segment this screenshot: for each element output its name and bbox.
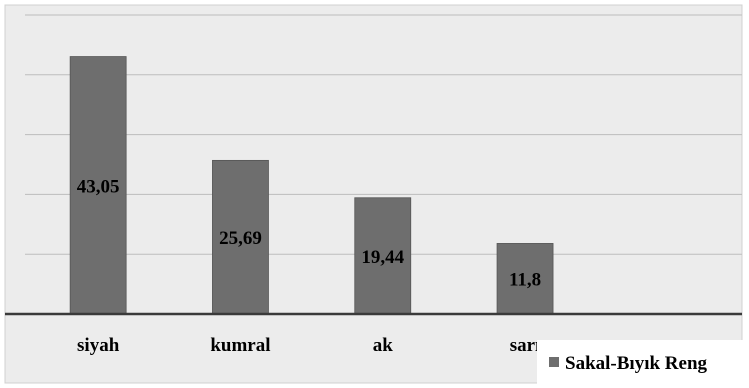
legend-marker-icon [549,357,559,367]
legend: Sakal-Bıyık Reng [537,340,749,386]
category-label-sarı: sarı [510,335,541,356]
legend-box [537,340,749,386]
data-label-kumral: 25,69 [219,228,262,249]
legend-label: Sakal-Bıyık Reng [565,353,708,374]
data-label-sarı: 11,8 [509,270,541,291]
category-label-kumral: kumral [210,335,270,356]
bar-kumral [212,159,269,315]
bar-sarı [496,243,554,315]
category-label-siyah: siyah [77,335,120,356]
bar-siyah [69,56,127,315]
data-label-siyah: 43,05 [77,176,120,197]
bar-ak [354,197,412,315]
gridlines [25,14,742,255]
bars [69,56,554,315]
category-label-ak: ak [373,335,394,356]
data-label-ak: 19,44 [361,247,404,268]
value-labels: 43,05 25,69 19,44 11,8 [77,176,541,290]
category-labels: siyah kumral ak sarı [77,335,540,356]
